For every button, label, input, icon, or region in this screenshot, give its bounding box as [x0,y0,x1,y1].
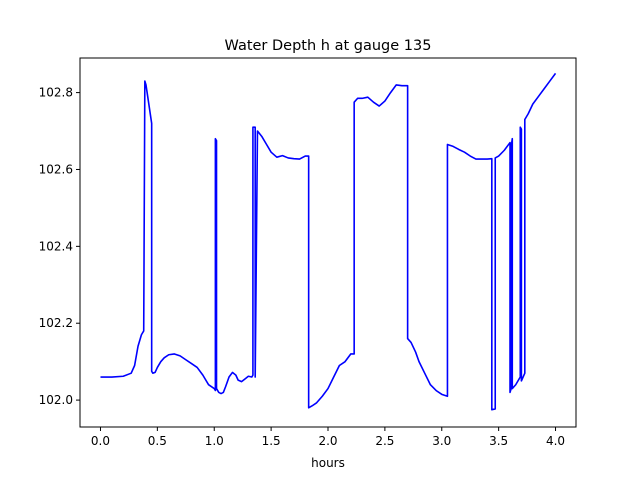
y-tick-label: 102.2 [39,316,73,330]
x-axis-label: hours [311,456,345,470]
x-tick-label: 0.0 [91,434,110,448]
x-tick-label: 2.5 [375,434,394,448]
x-tick-label: 3.5 [489,434,508,448]
y-tick-label: 102.0 [39,393,73,407]
x-tick-label: 2.0 [318,434,337,448]
y-axis: 102.0 102.2 102.4 102.6 102.8 [39,86,80,407]
x-tick-label: 1.0 [205,434,224,448]
y-tick-label: 102.4 [39,239,73,253]
x-tick-label: 3.0 [432,434,451,448]
y-tick-label: 102.6 [39,162,73,176]
x-tick-label: 4.0 [546,434,565,448]
x-axis: 0.0 0.5 1.0 1.5 2.0 2.5 3.0 3.5 4.0 [91,427,565,448]
chart-title: Water Depth h at gauge 135 [225,38,432,54]
y-tick-label: 102.8 [39,86,73,100]
x-tick-label: 0.5 [148,434,167,448]
plot-area [79,57,577,428]
x-tick-label: 1.5 [262,434,281,448]
plot-frame [79,57,577,428]
series-line [100,72,557,411]
